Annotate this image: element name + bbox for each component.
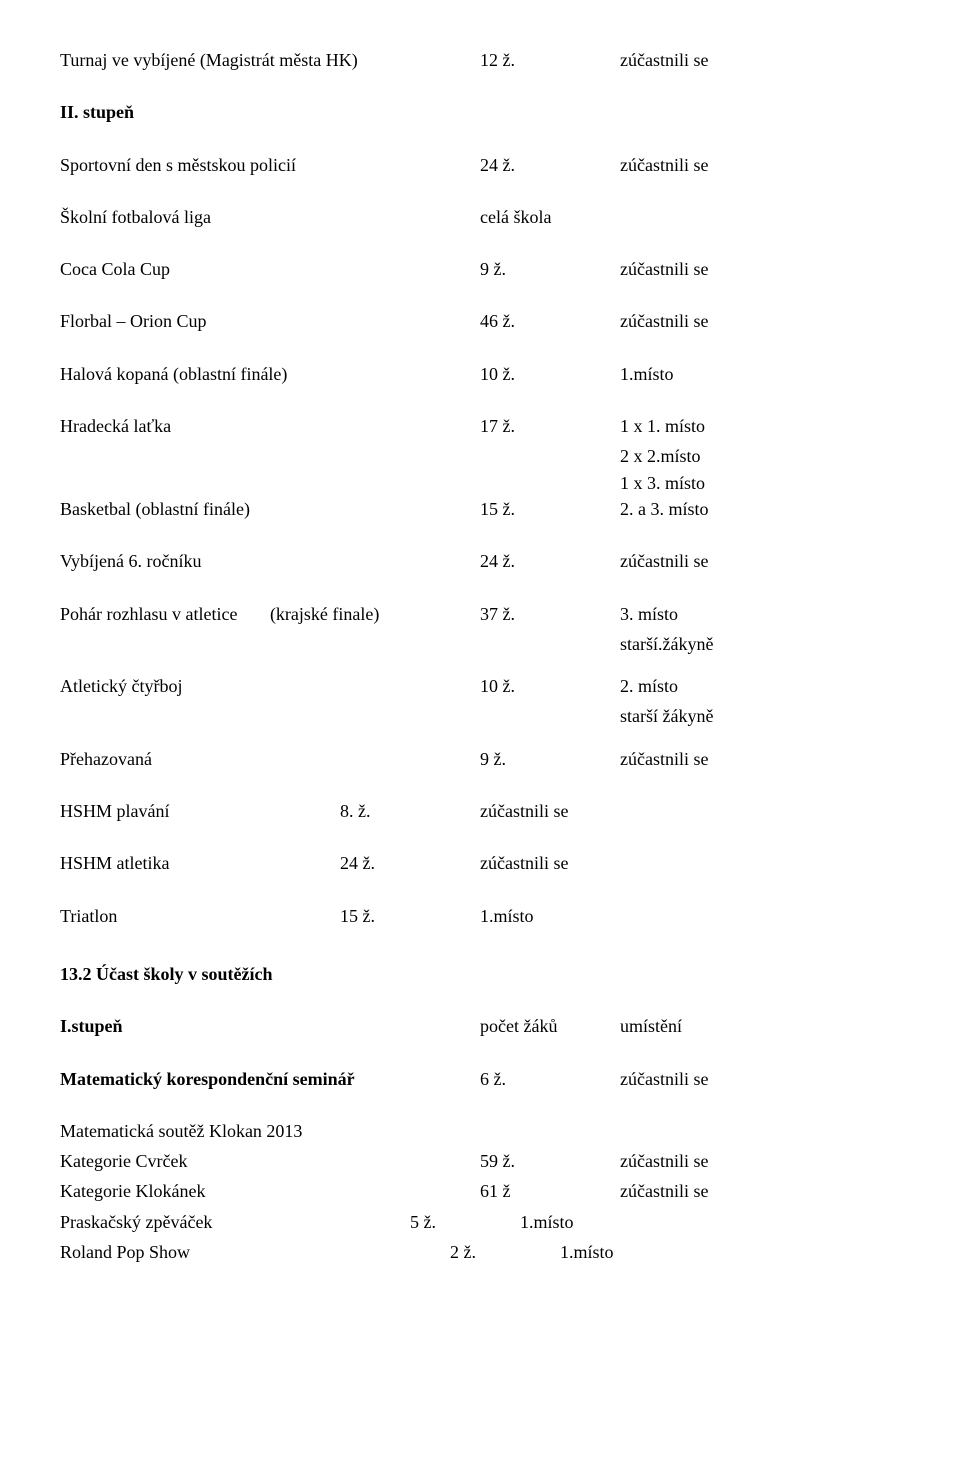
cell-count: 10 ž. bbox=[480, 362, 620, 386]
cell-count: 61 ž bbox=[480, 1179, 620, 1203]
cell-count: 10 ž. bbox=[480, 674, 620, 698]
row-turnaj: Turnaj ve vybíjené (Magistrát města HK) … bbox=[60, 48, 900, 72]
cell-result: zúčastnili se bbox=[620, 257, 900, 281]
cell-name: Kategorie Klokánek bbox=[60, 1179, 480, 1203]
cell-name: Halová kopaná (oblastní finále) bbox=[60, 362, 480, 386]
cell-name: Praskačský zpěváček bbox=[60, 1210, 410, 1234]
cell-count: 24 ž. bbox=[480, 153, 620, 177]
cell-name: Hradecká laťka bbox=[60, 414, 480, 438]
cell-name: Matematický korespondenční seminář bbox=[60, 1067, 480, 1091]
cell-result: 1.místo bbox=[560, 1240, 900, 1264]
cell-result: 1.místo bbox=[520, 1210, 900, 1234]
cell-result: zúčastnili se bbox=[480, 799, 900, 823]
cell-count: 17 ž. bbox=[480, 414, 620, 438]
cell-name: HSHM atletika bbox=[60, 851, 340, 875]
cell-name: Florbal – Orion Cup bbox=[60, 309, 480, 333]
cell-result: zúčastnili se bbox=[620, 1149, 900, 1173]
header-c2: počet žáků bbox=[480, 1014, 620, 1038]
row-fotbalova-liga: Školní fotbalová liga celá škola bbox=[60, 205, 900, 229]
heading-text: II. stupeň bbox=[60, 100, 480, 124]
cell-result: 2. a 3. místo bbox=[620, 497, 900, 521]
row-vybijena: Vybíjená 6. ročníku 24 ž. zúčastnili se bbox=[60, 549, 900, 573]
cell-count: 59 ž. bbox=[480, 1149, 620, 1173]
ctyrboj-extra: starší žákyně bbox=[60, 704, 900, 728]
row-triatlon: Triatlon 15 ž. 1.místo bbox=[60, 904, 900, 928]
row-florbal: Florbal – Orion Cup 46 ž. zúčastnili se bbox=[60, 309, 900, 333]
cell-result: zúčastnili se bbox=[480, 851, 900, 875]
cell-count: 37 ž. bbox=[480, 602, 620, 626]
pohar-name: Pohár rozhlasu v atletice bbox=[60, 604, 237, 624]
cell-count: 2 ž. bbox=[450, 1240, 560, 1264]
cell-name: Basketbal (oblastní finále) bbox=[60, 497, 480, 521]
pohar-extra: starší.žákyně bbox=[60, 632, 900, 656]
cell-name: Školní fotbalová liga bbox=[60, 205, 480, 229]
cell-count: 15 ž. bbox=[340, 904, 480, 928]
cell-count: 9 ž. bbox=[480, 257, 620, 281]
cell-name: Atletický čtyřboj bbox=[60, 674, 480, 698]
row-zpevacek: Praskačský zpěváček 5 ž. 1.místo bbox=[60, 1210, 900, 1234]
cell-result: zúčastnili se bbox=[620, 1179, 900, 1203]
cell-count: 46 ž. bbox=[480, 309, 620, 333]
cell-result: zúčastnili se bbox=[620, 747, 900, 771]
cell-count: 12 ž. bbox=[480, 48, 620, 72]
cell-name: HSHM plavání bbox=[60, 799, 340, 823]
row-klokan-title: Matematická soutěž Klokan 2013 bbox=[60, 1119, 900, 1143]
cell-result: 1.místo bbox=[620, 362, 900, 386]
cell-count: celá škola bbox=[480, 205, 620, 229]
row-header-istupen: I.stupeň počet žáků umístění bbox=[60, 1014, 900, 1038]
cell-name: Přehazovaná bbox=[60, 747, 480, 771]
row-sportovni-den: Sportovní den s městskou policií 24 ž. z… bbox=[60, 153, 900, 177]
cell-result: 3. místo bbox=[620, 602, 900, 626]
cell-result: 2. místo bbox=[620, 674, 900, 698]
pohar-paren: (krajské finale) bbox=[242, 604, 379, 624]
cell-result bbox=[620, 205, 900, 229]
cell-name: Roland Pop Show bbox=[60, 1240, 450, 1264]
cell-count: 5 ž. bbox=[410, 1210, 520, 1234]
row-halova-kopana: Halová kopaná (oblastní finále) 10 ž. 1.… bbox=[60, 362, 900, 386]
latka-extra-2: 1 x 3. místo bbox=[620, 471, 900, 495]
cell-result: zúčastnili se bbox=[620, 153, 900, 177]
cell-name: Kategorie Cvrček bbox=[60, 1149, 480, 1173]
row-pohar-rozhlasu: Pohár rozhlasu v atletice (krajské final… bbox=[60, 602, 900, 626]
row-prehazovana: Přehazovaná 9 ž. zúčastnili se bbox=[60, 747, 900, 771]
header-c1: I.stupeň bbox=[60, 1014, 480, 1038]
cell-result: zúčastnili se bbox=[620, 48, 900, 72]
cell-result: zúčastnili se bbox=[620, 549, 900, 573]
row-hshm-atletika: HSHM atletika 24 ž. zúčastnili se bbox=[60, 851, 900, 875]
row-mat-seminar: Matematický korespondenční seminář 6 ž. … bbox=[60, 1067, 900, 1091]
cell-result: zúčastnili se bbox=[620, 309, 900, 333]
row-cvrcek: Kategorie Cvrček 59 ž. zúčastnili se bbox=[60, 1149, 900, 1173]
cell-name: Triatlon bbox=[60, 904, 340, 928]
cell-count: 24 ž. bbox=[480, 549, 620, 573]
cell-name: Matematická soutěž Klokan 2013 bbox=[60, 1119, 480, 1143]
cell-count: 9 ž. bbox=[480, 747, 620, 771]
row-hradecka-latka: Hradecká laťka 17 ž. 1 x 1. místo bbox=[60, 414, 900, 438]
row-ctyrboj: Atletický čtyřboj 10 ž. 2. místo bbox=[60, 674, 900, 698]
row-hshm-plavani: HSHM plavání 8. ž. zúčastnili se bbox=[60, 799, 900, 823]
cell-count: 6 ž. bbox=[480, 1067, 620, 1091]
cell-name: Vybíjená 6. ročníku bbox=[60, 549, 480, 573]
cell-count: 15 ž. bbox=[480, 497, 620, 521]
latka-extra-1: 2 x 2.místo bbox=[620, 444, 900, 468]
cell-count: 8. ž. bbox=[340, 799, 480, 823]
section-title-132: 13.2 Účast školy v soutěžích bbox=[60, 962, 900, 986]
cell-count: 24 ž. bbox=[340, 851, 480, 875]
heading-stupen-2: II. stupeň bbox=[60, 100, 900, 124]
cell-name: Coca Cola Cup bbox=[60, 257, 480, 281]
header-c3: umístění bbox=[620, 1014, 900, 1038]
cell-name: Sportovní den s městskou policií bbox=[60, 153, 480, 177]
cell-name: Pohár rozhlasu v atletice (krajské final… bbox=[60, 602, 480, 626]
row-basketbal: Basketbal (oblastní finále) 15 ž. 2. a 3… bbox=[60, 497, 900, 521]
row-coca-cola: Coca Cola Cup 9 ž. zúčastnili se bbox=[60, 257, 900, 281]
row-klokanek: Kategorie Klokánek 61 ž zúčastnili se bbox=[60, 1179, 900, 1203]
cell-result: 1.místo bbox=[480, 904, 900, 928]
row-roland: Roland Pop Show 2 ž. 1.místo bbox=[60, 1240, 900, 1264]
latka-extra-lines: 2 x 2.místo 1 x 3. místo bbox=[60, 444, 900, 495]
cell-result: 1 x 1. místo bbox=[620, 414, 900, 438]
cell-name: Turnaj ve vybíjené (Magistrát města HK) bbox=[60, 48, 480, 72]
cell-result: zúčastnili se bbox=[620, 1067, 900, 1091]
